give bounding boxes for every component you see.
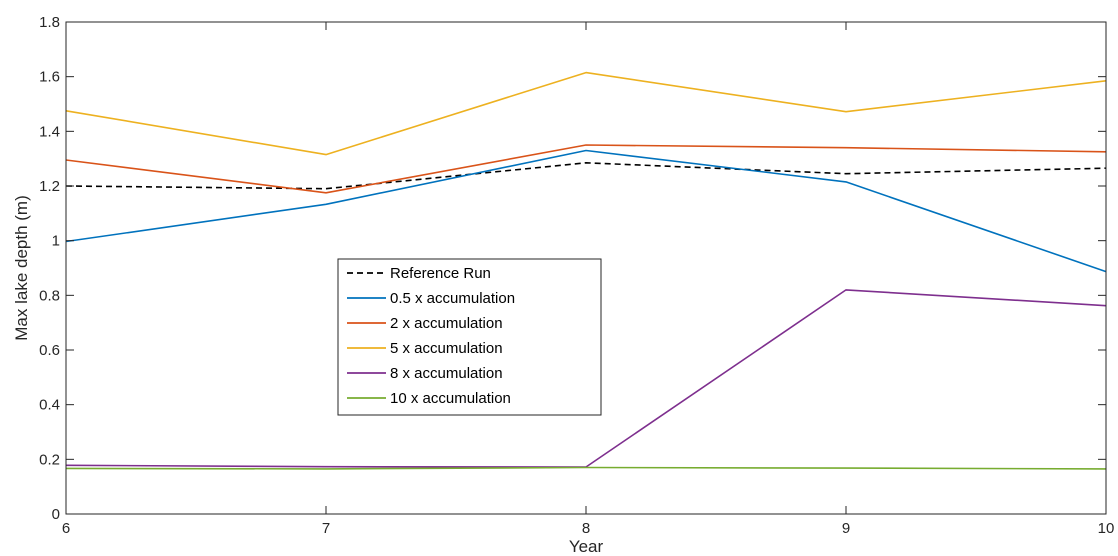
x-tick-label: 7 xyxy=(322,520,330,537)
x-tick-label: 6 xyxy=(62,520,70,537)
legend-label-4: 8 x accumulation xyxy=(390,365,503,382)
y-tick-label: 0.6 xyxy=(39,342,60,359)
y-tick-label: 1.2 xyxy=(39,178,60,195)
series-layer xyxy=(65,71,1107,470)
legend-box xyxy=(337,258,602,416)
x-axis-title: Year xyxy=(569,537,604,556)
series-line-3 xyxy=(65,71,1107,156)
y-tick-label: 0.8 xyxy=(39,287,60,304)
series-line-2 xyxy=(65,144,1107,194)
y-tick-label: 1 xyxy=(52,233,60,250)
x-tick-label: 9 xyxy=(842,520,850,537)
x-tick-label: 10 xyxy=(1098,520,1115,537)
legend-label-3: 5 x accumulation xyxy=(390,340,503,357)
legend-label-1: 0.5 x accumulation xyxy=(390,290,515,307)
axes: 6 7 8 9 10 0 0.2 0.4 0.6 0.8 1 1.2 1.4 1.6 1.8 xyxy=(39,14,1114,537)
y-tick-label: 1.6 xyxy=(39,69,60,86)
y-tick-label: 1.8 xyxy=(39,14,60,31)
series-line-5 xyxy=(65,466,1107,470)
legend-label-0: Reference Run xyxy=(390,265,491,282)
legend: Reference Run 0.5 x accumulation 2 x accum… xyxy=(337,258,602,416)
series-line-0 xyxy=(65,162,1107,190)
y-tick-label: 1.4 xyxy=(39,123,60,140)
series-line-1 xyxy=(65,149,1107,273)
y-tick-label: 0 xyxy=(52,506,60,523)
x-tick-label: 8 xyxy=(582,520,590,537)
y-axis-title: Max lake depth (m) xyxy=(12,195,31,341)
legend-label-5: 10 x accumulation xyxy=(390,390,511,407)
y-tick-label: 0.2 xyxy=(39,451,60,468)
legend-label-2: 2 x accumulation xyxy=(390,315,503,332)
y-tick-label: 0.4 xyxy=(39,397,60,414)
